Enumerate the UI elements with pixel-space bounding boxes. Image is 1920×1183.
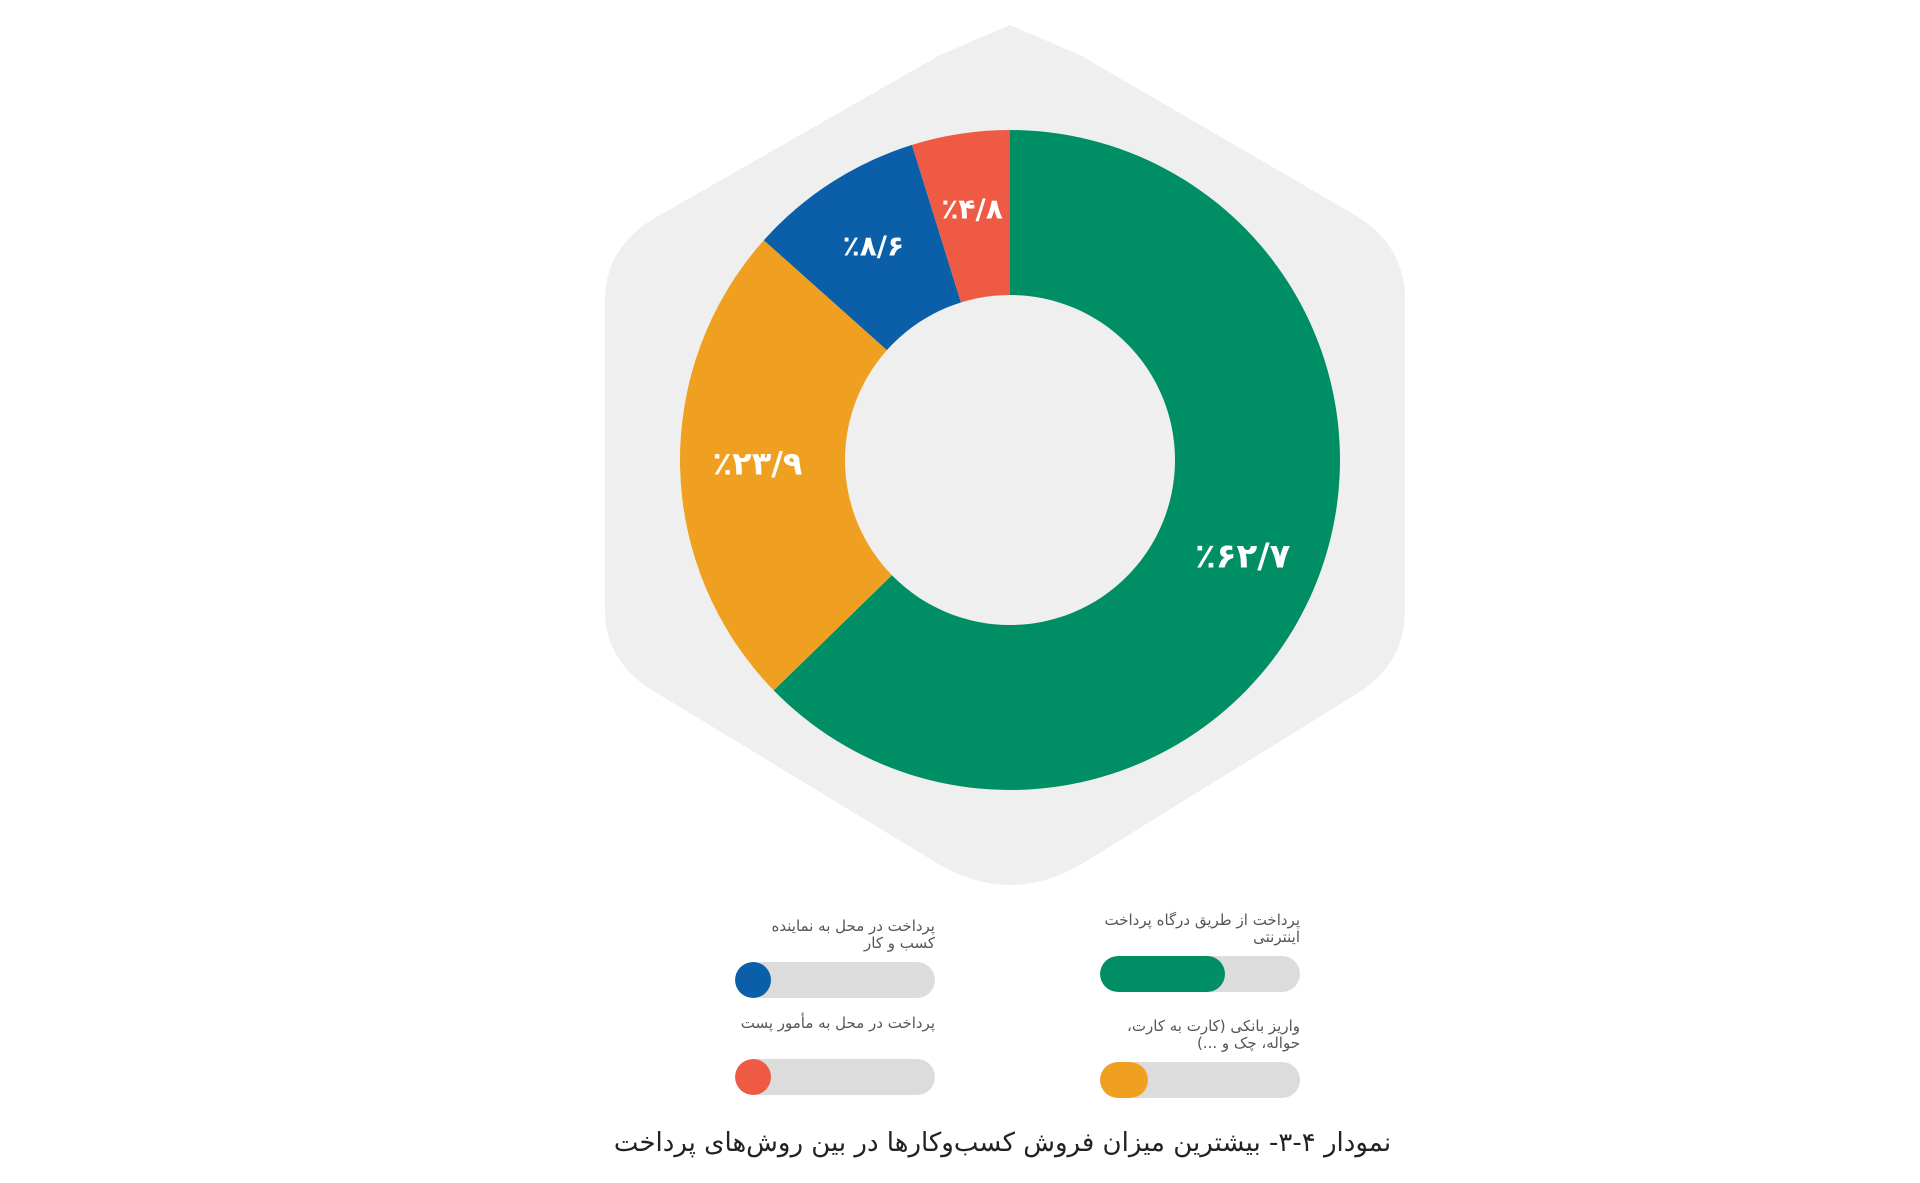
legend-label: پرداخت از طریق درگاه پرداخت اینترنتی bbox=[1104, 911, 1300, 946]
chart-caption: نمودار ۴-۳- بیشترین میزان فروش کسب‌وکاره… bbox=[613, 1128, 1392, 1158]
legend-label: واریز بانکی (کارت به کارت، حواله، چک و .… bbox=[1127, 1017, 1300, 1052]
legend-item-bank-transfer: واریز بانکی (کارت به کارت، حواله، چک و .… bbox=[1090, 1018, 1300, 1098]
legend-bar-track bbox=[1100, 956, 1300, 992]
slice-labels: ٪۶۲/۷ ٪۲۳/۹ ٪۸/۶ ٪۴/۸ bbox=[713, 192, 1291, 576]
legend-bar-track bbox=[1100, 1062, 1300, 1098]
legend-bar-track bbox=[735, 962, 935, 998]
slice-value-label: ٪۴/۸ bbox=[941, 192, 1003, 225]
legend-item-business-agent: پرداخت در محل به نماینده کسب و کار bbox=[725, 918, 935, 998]
legend-item-internet-gateway: پرداخت از طریق درگاه پرداخت اینترنتی bbox=[1090, 912, 1300, 992]
legend-item-post-officer: پرداخت در محل به مأمور پست bbox=[725, 1015, 935, 1095]
donut-chart: ٪۶۲/۷ ٪۲۳/۹ ٪۸/۶ ٪۴/۸ bbox=[605, 25, 1405, 885]
legend-bar-fill bbox=[735, 962, 771, 998]
legend-bar-track bbox=[735, 1059, 935, 1095]
slice-value-label: ٪۸/۶ bbox=[843, 230, 905, 263]
legend-label: پرداخت در محل به مأمور پست bbox=[740, 1014, 935, 1032]
slice-value-label: ٪۲۳/۹ bbox=[713, 445, 803, 483]
legend-bar-fill bbox=[1100, 956, 1226, 992]
legend-label: پرداخت در محل به نماینده کسب و کار bbox=[771, 917, 935, 952]
legend-bar-fill bbox=[1100, 1062, 1148, 1098]
slice-value-label: ٪۶۲/۷ bbox=[1195, 537, 1291, 577]
legend-bar-fill bbox=[735, 1059, 771, 1095]
slice-bank-transfer bbox=[680, 240, 1010, 691]
donut-hole bbox=[845, 295, 1175, 625]
